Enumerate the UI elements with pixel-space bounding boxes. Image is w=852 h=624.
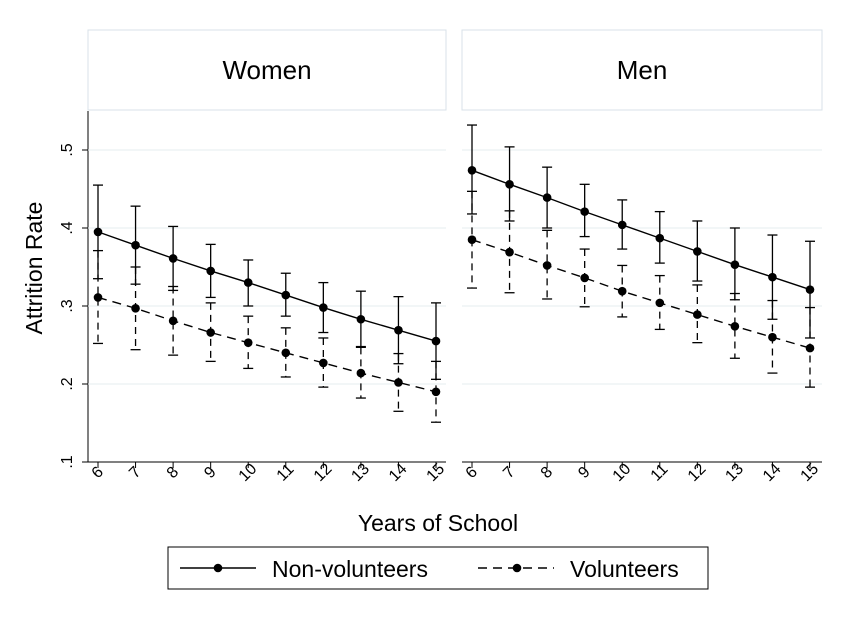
data-point [805, 343, 815, 353]
data-point [431, 387, 441, 397]
data-point [505, 247, 514, 257]
data-point [394, 325, 403, 335]
data-point [319, 358, 328, 368]
data-point [617, 220, 627, 230]
legend-box [167, 546, 709, 590]
data-point [93, 293, 103, 302]
data-point [206, 266, 215, 276]
data-point [693, 310, 702, 319]
data-point [580, 207, 589, 216]
data-point [580, 273, 589, 283]
series-line-non-volunteers [97, 231, 437, 342]
x-tick-label: 14 [760, 460, 785, 485]
y-tick-label: .3 [59, 299, 76, 312]
data-point [730, 321, 740, 331]
data-point [542, 193, 552, 202]
x-tick-label: 13 [722, 460, 747, 485]
panel-header-box [461, 29, 823, 111]
data-point [467, 165, 477, 175]
x-tick-label: 13 [348, 460, 373, 485]
series-line-non-volunteers [471, 169, 811, 291]
data-point [693, 247, 702, 256]
data-point [431, 336, 441, 346]
x-tick-label: 10 [610, 460, 635, 485]
data-point [131, 304, 140, 313]
data-point [768, 332, 777, 342]
x-axis-title: Years of School [358, 510, 518, 536]
y-tick-label: .4 [59, 221, 76, 234]
data-point [319, 303, 328, 312]
data-point [243, 338, 253, 347]
x-tick-label: 14 [386, 460, 411, 485]
data-point [281, 348, 291, 358]
y-tick-label: .1 [59, 455, 76, 468]
x-tick-label: 12 [311, 460, 336, 485]
y-tick-label: .5 [59, 143, 76, 156]
legend-marker-non-volunteers [213, 563, 223, 573]
x-tick-label: 11 [648, 461, 672, 485]
data-point [93, 227, 103, 237]
data-point [655, 298, 665, 308]
panel-title: Men [617, 55, 668, 85]
data-point [467, 235, 477, 244]
panel-header-box [87, 29, 447, 111]
data-point [617, 286, 627, 296]
data-point [206, 328, 215, 337]
x-tick-label: 12 [685, 460, 710, 485]
x-tick-label: 15 [798, 460, 823, 485]
legend-label-non-volunteers: Non-volunteers [272, 556, 428, 582]
legend-marker-volunteers [512, 563, 522, 573]
legend-label-volunteers: Volunteers [570, 556, 679, 582]
data-point [356, 368, 366, 378]
data-point [168, 254, 178, 263]
data-point [168, 316, 178, 326]
data-point [542, 261, 552, 270]
data-point [768, 272, 777, 282]
data-point [243, 278, 253, 287]
panel-title: Women [222, 55, 311, 85]
data-point [730, 260, 740, 269]
data-point [131, 240, 140, 250]
series-line-volunteers [97, 296, 437, 393]
x-tick-label: 10 [236, 460, 261, 485]
data-point [356, 314, 366, 324]
x-tick-label: 15 [424, 460, 449, 485]
x-tick-label: 11 [274, 461, 298, 485]
data-point [394, 378, 403, 387]
data-point [805, 285, 815, 294]
data-point [281, 290, 291, 300]
series-line-volunteers [471, 239, 811, 349]
y-tick-label: .2 [59, 377, 76, 390]
data-point [505, 180, 514, 189]
y-axis-title: Attrition Rate [21, 202, 47, 335]
data-point [655, 233, 665, 243]
